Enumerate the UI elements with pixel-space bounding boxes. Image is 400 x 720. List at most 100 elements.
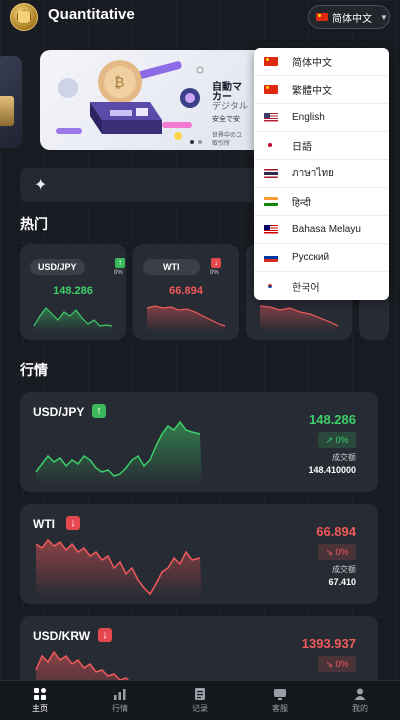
china-flag-icon [264, 57, 278, 66]
language-option-label: Bahasa Melayu [292, 224, 361, 235]
language-option-label: Русский [292, 252, 330, 263]
market-card-volume: 67.410 [328, 577, 356, 587]
arrow-down-icon: ↓ [66, 516, 80, 530]
banner-prev-slide[interactable] [0, 56, 22, 148]
banner-text-line: カー [212, 92, 232, 103]
home-icon [34, 687, 46, 700]
language-option-label: ภาษาไทย [292, 168, 334, 179]
china-flag-icon [264, 85, 278, 94]
tab-support[interactable]: 客服 [240, 681, 320, 720]
japan-flag-icon [264, 141, 278, 150]
china-flag-icon [316, 13, 328, 21]
banner-text-line: 自動マ [212, 82, 242, 93]
banner-text-line: 取引所 [212, 141, 231, 147]
language-option-zh-cn[interactable]: 简体中文 [254, 48, 389, 76]
banner-text-line: 世界中のユ [212, 133, 243, 139]
arrow-down-icon: ↓ [98, 628, 112, 642]
hot-card-usdjpy[interactable]: USD/JPY ↑ 0% 148.286 [20, 244, 126, 340]
tab-label: 记录 [192, 703, 208, 713]
carousel-dot[interactable] [190, 140, 194, 144]
tab-records[interactable]: 记录 [160, 681, 240, 720]
hot-card-percent: 0% [114, 270, 123, 276]
language-option-th[interactable]: ภาษาไทย [254, 160, 389, 188]
banner-slide[interactable]: ₿ 自動マ カー デジタル 安全で安 世界中のユ 取引所 [40, 50, 288, 150]
bottom-tab-bar: 主页 行情 记录 客服 我的 [0, 680, 400, 720]
market-card-change: ↗ 0% [318, 432, 356, 448]
logo-icon [10, 3, 38, 31]
market-card-sparkline [35, 650, 130, 680]
banner-text-line: デジタル [212, 101, 248, 111]
language-option-ko[interactable]: 한국어 [254, 272, 389, 300]
hot-section-title: 热门 [20, 216, 48, 232]
language-option-label: 繁體中文 [292, 86, 332, 97]
hot-card-symbol: USD/JPY [30, 259, 85, 275]
hot-card-sparkline [259, 305, 339, 332]
hot-card-price: 66.894 [169, 285, 203, 297]
support-icon [274, 688, 286, 700]
market-card-symbol: WTI [33, 517, 55, 531]
arrow-up-icon: ↑ [92, 404, 106, 418]
tab-label: 我的 [352, 703, 368, 713]
hot-card-price: 148.286 [53, 285, 93, 297]
market-card-symbol: USD/JPY [33, 405, 85, 419]
language-selector-button[interactable]: 简体中文 ▼ [308, 5, 390, 29]
language-selector-label: 简体中文 [332, 13, 372, 25]
korea-flag-icon [264, 281, 278, 291]
tab-label: 客服 [272, 703, 288, 713]
language-option-ms[interactable]: Bahasa Melayu [254, 216, 389, 244]
tab-home[interactable]: 主页 [0, 681, 80, 720]
carousel-dots [190, 140, 202, 144]
market-card-usdjpy[interactable]: USD/JPY ↑ 148.286 ↗ 0% 成交额 148.410000 [20, 392, 378, 492]
market-card-volume-label: 成交额 [332, 565, 356, 574]
market-card-usdkrw[interactable]: USD/KRW ↓ 1393.937 ↘ 0% [20, 616, 378, 680]
market-card-sparkline [35, 420, 202, 486]
language-option-label: 日語 [292, 142, 312, 153]
language-option-label: 한국어 [292, 282, 320, 294]
hot-card-percent: 0% [210, 270, 219, 276]
record-icon [194, 687, 206, 700]
language-option-ja[interactable]: 日語 [254, 132, 389, 160]
hot-card-wti[interactable]: WTI ↓ 0% 66.894 [133, 244, 239, 340]
market-card-price: 148.286 [309, 412, 356, 427]
market-card-volume-label: 成交额 [332, 453, 356, 462]
banner-text-line: 安全で安 [212, 116, 240, 123]
header: Quantitative 简体中文 ▼ [0, 0, 400, 36]
user-icon [354, 688, 366, 700]
language-option-label: English [292, 112, 325, 123]
hot-card-sparkline [33, 307, 113, 332]
market-section-title: 行情 [20, 362, 48, 378]
market-card-price: 66.894 [316, 524, 356, 539]
russia-flag-icon [264, 253, 278, 262]
hot-card-symbol: WTI [143, 259, 200, 275]
market-card-wti[interactable]: WTI ↓ 66.894 ↘ 0% 成交额 67.410 [20, 504, 378, 604]
sparkle-icon: ✦ [34, 177, 48, 194]
tab-market[interactable]: 行情 [80, 681, 160, 720]
carousel-dot[interactable] [198, 140, 202, 144]
tab-profile[interactable]: 我的 [320, 681, 400, 720]
language-option-label: 简体中文 [292, 58, 332, 69]
arrow-down-icon: ↓ [211, 258, 221, 268]
market-card-change: ↘ 0% [318, 544, 356, 560]
market-card-volume: 148.410000 [308, 465, 356, 475]
svg-text:₿: ₿ [114, 75, 124, 91]
market-card-symbol: USD/KRW [33, 629, 91, 643]
tab-label: 行情 [112, 703, 128, 713]
malaysia-flag-icon [264, 225, 278, 234]
language-dropdown: 简体中文 繁體中文 English 日語 ภาษาไทย हिन्दी Baha… [254, 48, 389, 300]
market-card-price: 1393.937 [301, 636, 356, 651]
hot-card-sparkline [146, 305, 226, 332]
language-option-hi[interactable]: हिन्दी [254, 188, 389, 216]
thailand-flag-icon [264, 169, 278, 178]
us-flag-icon [264, 113, 278, 122]
chart-icon [114, 688, 126, 700]
banner-illustration: ₿ [56, 60, 204, 140]
market-card-change: ↘ 0% [318, 656, 356, 672]
tab-label: 主页 [32, 703, 48, 713]
language-option-ru[interactable]: Русский [254, 244, 389, 272]
chevron-down-icon: ▼ [380, 12, 388, 22]
app-title: Quantitative [48, 6, 135, 23]
language-option-label: हिन्दी [292, 197, 311, 209]
language-option-en[interactable]: English [254, 104, 389, 132]
language-option-zh-tw[interactable]: 繁體中文 [254, 76, 389, 104]
india-flag-icon [264, 197, 278, 206]
